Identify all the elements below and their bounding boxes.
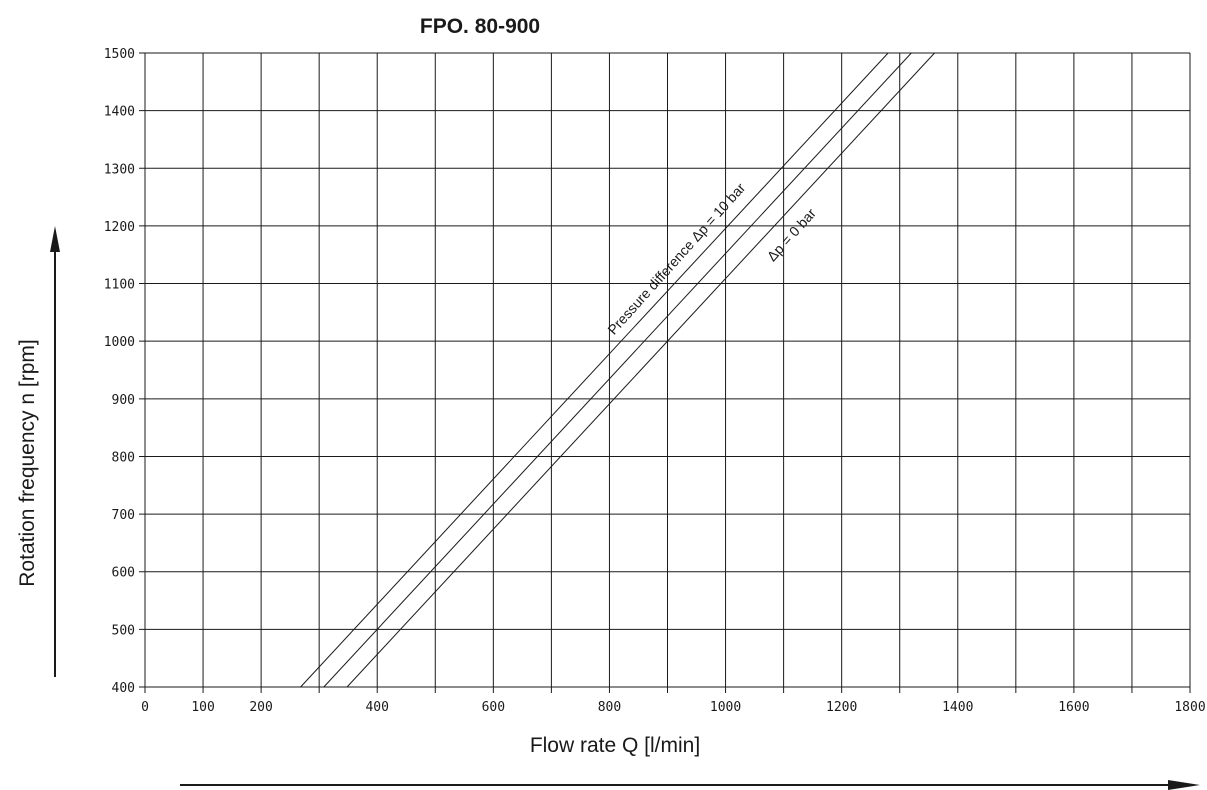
series-line-1 [323,52,912,688]
y-tick-label-700: 700 [112,508,135,523]
x-tick-label-1800: 1800 [1174,700,1205,715]
x-tick-label-0: 0 [141,700,149,715]
grid [139,52,1191,693]
annotation-pressure-10bar: Pressure difference Δp = 10 bar [604,179,748,337]
y-tick-label-400: 400 [112,681,135,696]
x-tick-label-1600: 1600 [1058,700,1089,715]
x-tick-label-1400: 1400 [942,700,973,715]
annotation-pressure-0bar: Δp = 0 bar [764,205,820,264]
y-tick-label-1300: 1300 [104,162,135,177]
x-tick-label-1000: 1000 [710,700,741,715]
x-tick-label-400: 400 [365,700,388,715]
y-tick-label-1200: 1200 [104,220,135,235]
y-tick-label-1500: 1500 [104,47,135,62]
y-tick-label-1400: 1400 [104,105,135,120]
y-axis-arrow-head [50,226,60,252]
series-lines [300,52,935,688]
x-tick-label-200: 200 [249,700,272,715]
series-line-0 [300,52,889,688]
chart-title: FPO. 80-900 [420,15,540,38]
x-axis-arrow-head [1168,780,1200,790]
x-tick-label-100: 100 [191,700,214,715]
x-tick-label-800: 800 [598,700,621,715]
y-tick-label-1100: 1100 [104,278,135,293]
x-tick-label-1200: 1200 [826,700,857,715]
x-tick-label-600: 600 [482,700,505,715]
y-tick-label-900: 900 [112,393,135,408]
y-tick-label-1000: 1000 [104,335,135,350]
y-axis-label: Rotation frequency n [rpm] [16,339,39,586]
y-tick-label-500: 500 [112,623,135,638]
y-tick-label-600: 600 [112,566,135,581]
series-line-2 [346,52,935,688]
y-tick-label-800: 800 [112,450,135,465]
x-axis-label: Flow rate Q [l/min] [530,734,700,757]
tick-labels: 0 100 200 400 600 800 1000 1200 1400 1600 1800 400 5… [104,47,1206,715]
